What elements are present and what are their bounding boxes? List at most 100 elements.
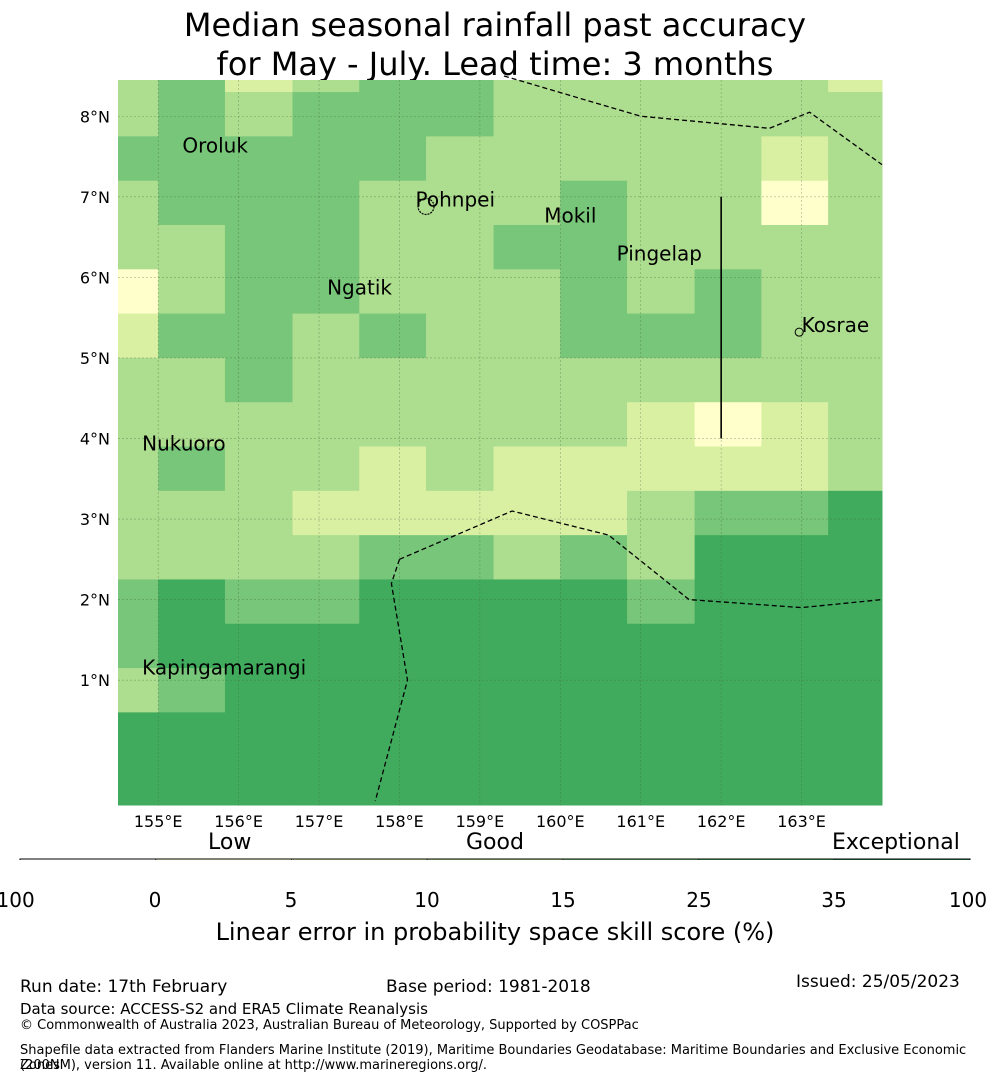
colorbar-tick: 10 (414, 888, 440, 912)
grid-cell (560, 446, 628, 492)
x-tick-label: 162°E (697, 812, 746, 831)
grid-cell (627, 623, 696, 669)
grid-cell (224, 712, 294, 758)
grid-cell (118, 756, 159, 806)
grid-cell (158, 269, 226, 315)
grid-cell (493, 402, 561, 448)
island-label: Oroluk (182, 134, 248, 158)
grid-cell (426, 92, 495, 137)
grid-cell (359, 668, 427, 713)
x-tick-label: 163°E (777, 812, 826, 831)
grid-cell (627, 668, 696, 713)
grid-cell (426, 712, 495, 758)
grid-cell (224, 180, 294, 226)
grid-cell (158, 92, 226, 137)
maritime-boundaries (374, 75, 883, 802)
y-tick-label: 7°N (80, 188, 110, 207)
grid-cell (118, 136, 159, 182)
y-tick-label: 5°N (80, 349, 110, 368)
grid-cell (694, 535, 762, 580)
grid-cell (761, 535, 829, 580)
y-tick-label: 3°N (80, 510, 110, 529)
grid-cell (359, 313, 427, 359)
grid-cell (493, 535, 561, 580)
colorbar-tick: 25 (686, 888, 712, 912)
grid-cell (761, 756, 829, 806)
grid-cell (224, 446, 294, 492)
grid-cell (359, 92, 427, 137)
grid-cell (158, 136, 226, 182)
grid-cell (426, 535, 495, 580)
grid-cell (118, 225, 159, 270)
grid-cell (560, 80, 628, 93)
gridlines (118, 80, 882, 805)
grid-cell (493, 357, 561, 403)
grid-cell (158, 535, 226, 580)
grid-cell (761, 92, 829, 137)
grid-cell (560, 402, 628, 448)
grid-cell (694, 180, 762, 226)
grid-cell (224, 136, 294, 182)
grid-cell (118, 92, 159, 137)
run-date: Run date: 17th February (20, 977, 228, 997)
grid-cell (493, 623, 561, 669)
copyright: © Commonwealth of Australia 2023, Austra… (20, 1018, 639, 1033)
grid-cell (627, 92, 696, 137)
grid-cell (761, 490, 829, 536)
x-tick-label: 159°E (456, 812, 505, 831)
x-tick-label: 156°E (214, 812, 263, 831)
grid-cell (761, 712, 829, 758)
grid-cell (359, 579, 427, 625)
grid-cell (828, 180, 883, 226)
island-label: Nukuoro (142, 432, 226, 456)
colorbar-label-exceptional: Exceptional (832, 830, 960, 855)
grid-cell (493, 579, 561, 625)
grid-cell (627, 225, 696, 270)
y-tick-label: 6°N (80, 268, 110, 287)
data-source: Data source: ACCESS-S2 and ERA5 Climate … (20, 1000, 428, 1018)
grid-cell (292, 313, 360, 359)
grid-cell (560, 668, 628, 713)
grid-cell (426, 668, 495, 713)
grid-cell (627, 579, 696, 625)
grid-cell (627, 180, 696, 226)
grid-cell (493, 225, 561, 270)
grid-cell (426, 136, 495, 182)
grid-cell (627, 756, 696, 806)
grid-cell (493, 180, 561, 226)
grid-cell (828, 756, 883, 806)
grid-cell (359, 180, 427, 226)
grid-cell (224, 402, 294, 448)
grid-cell (694, 269, 762, 315)
colorbar-label-low: Low (208, 830, 252, 855)
grid-cell (761, 402, 829, 448)
grid-cell (158, 490, 226, 536)
grid-cell (118, 80, 159, 93)
grid-cell (292, 712, 360, 758)
grid-cell (292, 92, 360, 137)
grid-cell (828, 623, 883, 669)
grid-cell (224, 313, 294, 359)
colorbar-tick: 35 (821, 888, 847, 912)
grid-cell (627, 136, 696, 182)
grid-cell (426, 80, 495, 93)
grid-cell (158, 668, 226, 713)
grid-cell (292, 446, 360, 492)
boundary-eez-south-east (399, 510, 883, 609)
grid-cell (493, 490, 561, 536)
grid-cell (694, 668, 762, 713)
grid-cells (118, 80, 883, 806)
x-axis-ticks: 155°E 156°E 157°E 158°E 159°E 160°E 161°E 162°E… (134, 812, 826, 831)
grid-cell (560, 712, 628, 758)
grid-cell (694, 225, 762, 270)
issued-date: Issued: 25/05/2023 (796, 972, 960, 992)
grid-cell (158, 579, 226, 625)
grid-cell (560, 313, 628, 359)
grid-cell (118, 313, 159, 359)
grid-cell (493, 92, 561, 137)
island-outline (794, 327, 804, 337)
grid-cell (761, 180, 829, 226)
grid-cell (158, 180, 226, 226)
grid-cell (292, 225, 360, 270)
island-label: Mokil (544, 204, 596, 228)
